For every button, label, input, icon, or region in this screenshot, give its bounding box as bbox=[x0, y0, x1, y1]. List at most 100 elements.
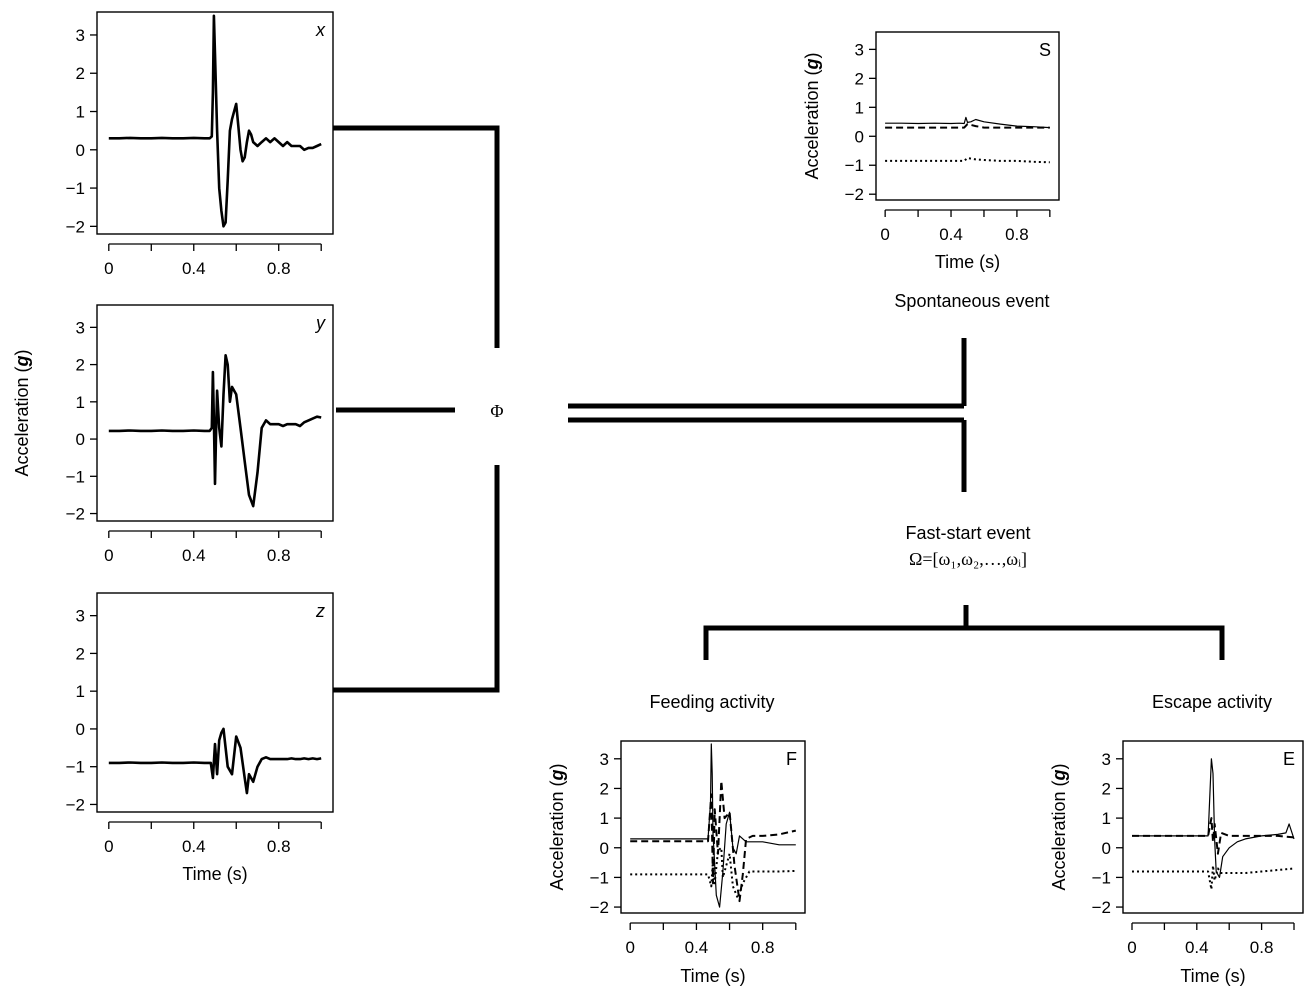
panel-tag: E bbox=[1283, 749, 1295, 769]
escape-label: Escape activity bbox=[1152, 692, 1272, 712]
y-tick-label: 1 bbox=[1102, 809, 1111, 828]
x-tick-label: 0.4 bbox=[939, 225, 963, 244]
x-tick-label: 0 bbox=[625, 938, 634, 957]
y-tick-label: −1 bbox=[845, 156, 864, 175]
y-tick-label: −1 bbox=[66, 758, 85, 777]
plot-frame bbox=[96, 304, 334, 522]
diagram-connectors bbox=[333, 125, 1225, 693]
y-tick-label: −2 bbox=[66, 795, 85, 814]
series-line-1 bbox=[108, 727, 322, 795]
y-tick-label: −2 bbox=[66, 217, 85, 236]
series-line-2 bbox=[630, 780, 797, 903]
y-axis-label: Acceleration (g) bbox=[1049, 763, 1069, 890]
y-tick-label: −1 bbox=[1092, 868, 1111, 887]
y-tick-label: 1 bbox=[76, 682, 85, 701]
y-tick-label: 0 bbox=[600, 839, 609, 858]
series-line-3 bbox=[630, 846, 796, 900]
chart-panels: −2 −1 0 1 2 3 0 0.4 0.8 x −2 −1 0 1 2 3 0 0.4 0.8 y Accelera… bbox=[12, 11, 1304, 986]
y-tick-label: 2 bbox=[600, 779, 609, 798]
chart-panel-F: −2 −1 0 1 2 3 0 0.4 0.8 F Time (s) Acceleration (g) bbox=[547, 740, 806, 986]
y-tick-label: 2 bbox=[76, 644, 85, 663]
x-axis-label: Time (s) bbox=[182, 864, 247, 884]
chart-panel-E: −2 −1 0 1 2 3 0 0.4 0.8 E Time (s) Acceleration (g) bbox=[1049, 740, 1304, 986]
y-tick-label: 3 bbox=[76, 607, 85, 626]
connector-split bbox=[703, 625, 1225, 660]
x-tick-label: 0.4 bbox=[685, 938, 709, 957]
fast-start-label: Fast-start event bbox=[905, 523, 1030, 543]
y-tick-label: 2 bbox=[76, 64, 85, 83]
x-tick-label: 0 bbox=[1127, 938, 1136, 957]
series-line-1 bbox=[630, 743, 796, 908]
feeding-label: Feeding activity bbox=[649, 692, 774, 712]
y-tick-label: −2 bbox=[66, 505, 85, 524]
y-tick-label: −2 bbox=[590, 898, 609, 917]
y-tick-label: −2 bbox=[1092, 898, 1111, 917]
connector-z bbox=[333, 465, 500, 693]
x-tick-label: 0.8 bbox=[267, 546, 291, 565]
x-tick-label: 0.4 bbox=[182, 259, 206, 278]
series-line-1 bbox=[108, 14, 322, 228]
chart-panel-S: −2 −1 0 1 2 3 0 0.4 0.8 S Time (s) Acceleration (g) bbox=[802, 31, 1060, 272]
plot-frame bbox=[875, 31, 1060, 201]
spontaneous-label: Spontaneous event bbox=[894, 291, 1049, 311]
panel-tag: x bbox=[315, 20, 326, 40]
x-axis-label: Time (s) bbox=[935, 252, 1000, 272]
y-tick-label: 0 bbox=[76, 141, 85, 160]
y-tick-label: 0 bbox=[1102, 839, 1111, 858]
x-tick-label: 0.4 bbox=[1185, 938, 1209, 957]
y-tick-label: 2 bbox=[1102, 779, 1111, 798]
y-tick-label: −2 bbox=[845, 185, 864, 204]
x-tick-label: 0 bbox=[104, 259, 113, 278]
series-line-3 bbox=[885, 157, 1050, 164]
y-tick-label: 0 bbox=[76, 720, 85, 739]
x-tick-label: 0 bbox=[880, 225, 889, 244]
x-tick-label: 0 bbox=[104, 837, 113, 856]
plot-frame bbox=[1122, 740, 1304, 914]
panel-tag: z bbox=[315, 601, 325, 621]
y-tick-label: 0 bbox=[76, 430, 85, 449]
y-tick-label: 2 bbox=[76, 356, 85, 375]
y-tick-label: 3 bbox=[600, 750, 609, 769]
x-axis-label: Time (s) bbox=[680, 966, 745, 986]
y-tick-label: 1 bbox=[855, 98, 864, 117]
plot-frame bbox=[96, 11, 334, 235]
connector-x bbox=[333, 125, 500, 348]
y-tick-label: 1 bbox=[76, 103, 85, 122]
y-tick-label: −1 bbox=[66, 467, 85, 486]
y-tick-label: −1 bbox=[590, 868, 609, 887]
x-tick-label: 0.4 bbox=[182, 837, 206, 856]
x-axis-label: Time (s) bbox=[1180, 966, 1245, 986]
series-line-2 bbox=[1132, 817, 1295, 855]
series-line-1 bbox=[885, 116, 1050, 129]
chart-panel-z: −2 −1 0 1 2 3 0 0.4 0.8 z Time (s) bbox=[66, 592, 334, 884]
panel-tag: S bbox=[1039, 40, 1051, 60]
x-tick-label: 0.8 bbox=[267, 259, 291, 278]
chart-panel-x: −2 −1 0 1 2 3 0 0.4 0.8 x bbox=[66, 11, 334, 278]
y-tick-label: 1 bbox=[76, 393, 85, 412]
x-tick-label: 0.8 bbox=[1250, 938, 1274, 957]
x-tick-label: 0 bbox=[104, 546, 113, 565]
y-tick-label: 0 bbox=[855, 127, 864, 146]
y-tick-label: 3 bbox=[76, 318, 85, 337]
y-tick-label: 1 bbox=[600, 809, 609, 828]
series-line-3 bbox=[1132, 864, 1295, 891]
panel-tag: F bbox=[786, 749, 797, 769]
series-line-1 bbox=[1132, 758, 1295, 879]
x-tick-label: 0.8 bbox=[1005, 225, 1029, 244]
phi-label: Φ bbox=[490, 401, 503, 421]
x-tick-label: 0.4 bbox=[182, 546, 206, 565]
y-axis-label: Acceleration (g) bbox=[547, 763, 567, 890]
plot-frame bbox=[96, 592, 334, 813]
x-tick-label: 0.8 bbox=[267, 837, 291, 856]
y-axis-label: Acceleration (g) bbox=[12, 349, 32, 476]
omega-label: Ω=[ω₁,ω₂,…,ωᵢ] bbox=[909, 549, 1027, 569]
y-tick-label: 3 bbox=[855, 40, 864, 59]
panel-tag: y bbox=[314, 313, 326, 333]
y-tick-label: 3 bbox=[76, 26, 85, 45]
series-line-1 bbox=[108, 353, 322, 508]
y-tick-label: −1 bbox=[66, 179, 85, 198]
chart-panel-y: −2 −1 0 1 2 3 0 0.4 0.8 y Acceleration (g) bbox=[12, 304, 334, 565]
y-tick-label: 2 bbox=[855, 69, 864, 88]
y-tick-label: 3 bbox=[1102, 750, 1111, 769]
